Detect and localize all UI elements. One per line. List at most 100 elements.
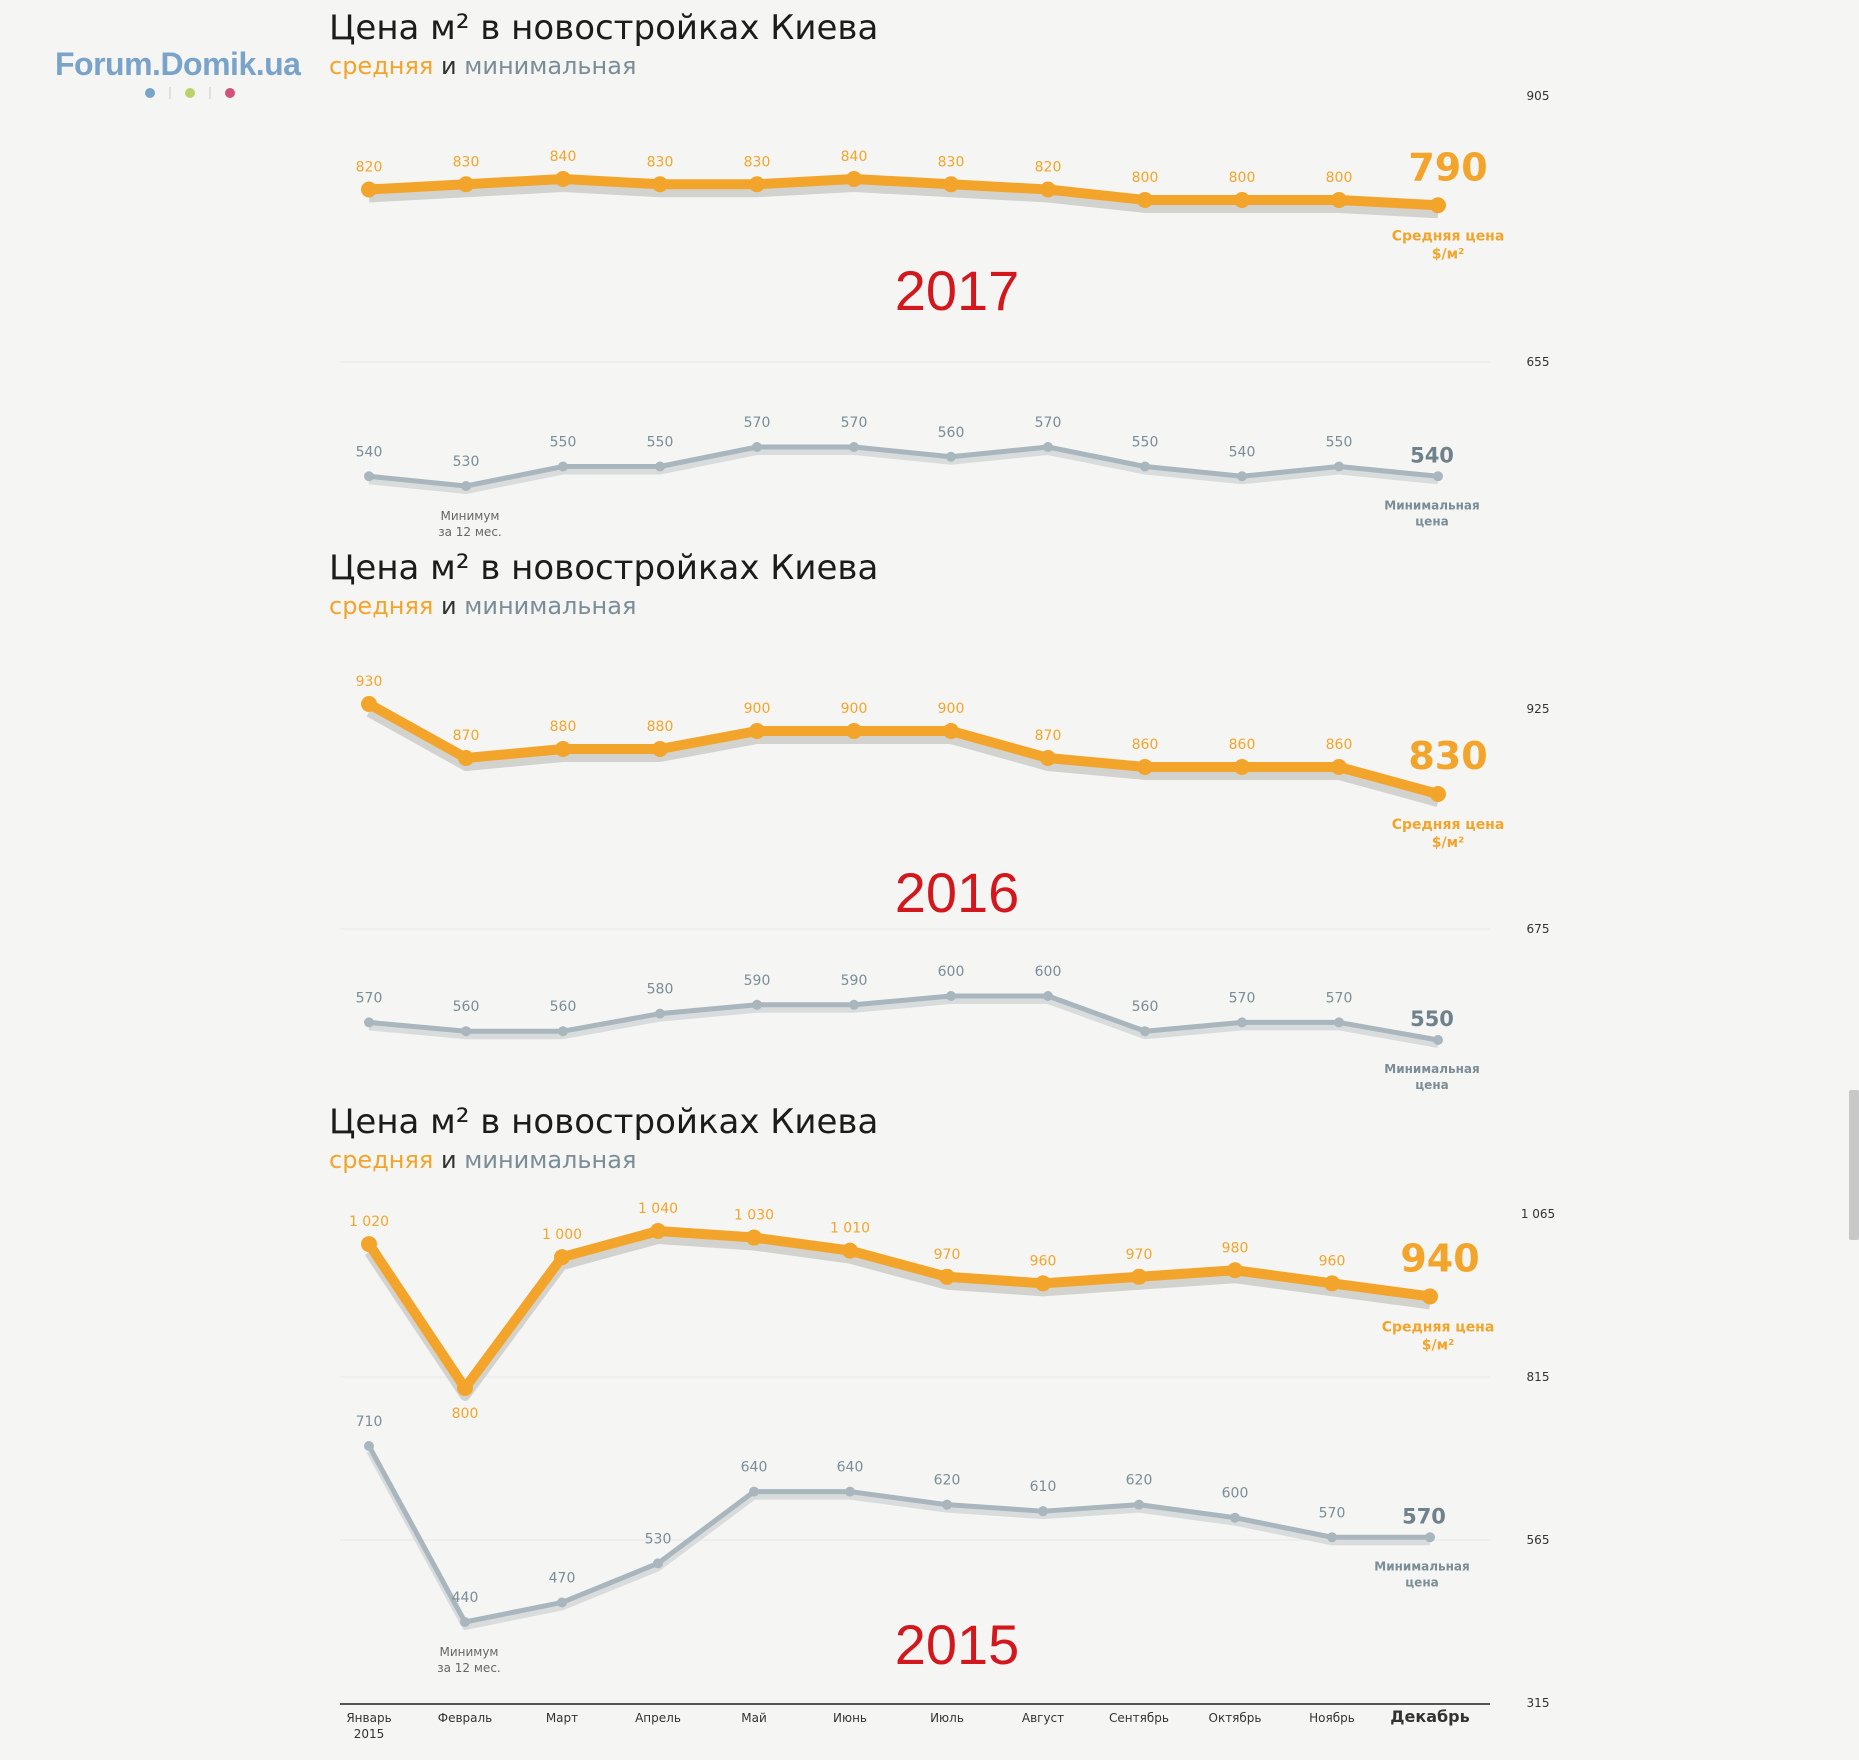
average-point bbox=[361, 696, 377, 712]
minimum-series-shadow bbox=[366, 1449, 1430, 1630]
minimum-point bbox=[1134, 1499, 1144, 1510]
legend-minimum: минимальная bbox=[464, 592, 637, 620]
x-tick-label: Ноябрь bbox=[1309, 1711, 1355, 1725]
legend-and: и bbox=[441, 52, 457, 80]
average-point bbox=[1137, 759, 1153, 775]
average-value-label: 830 bbox=[1408, 734, 1487, 778]
average-value-label: 900 bbox=[744, 701, 771, 717]
minimum-point bbox=[1327, 1532, 1337, 1543]
average-value-label: 900 bbox=[841, 701, 868, 717]
minimum-point bbox=[653, 1558, 663, 1569]
minimum-value-label: 560 bbox=[938, 425, 965, 441]
average-point bbox=[842, 1242, 858, 1259]
minimum-end-label: цена bbox=[1415, 514, 1448, 528]
average-value-label: 880 bbox=[550, 719, 577, 735]
average-series-shadow bbox=[368, 182, 1439, 219]
minimum-point bbox=[1043, 442, 1053, 452]
x-tick-sublabel: 2015 bbox=[354, 1727, 385, 1741]
minimum-value-label: 600 bbox=[938, 964, 965, 980]
minimum-point bbox=[752, 999, 762, 1010]
minimum-point bbox=[849, 999, 859, 1010]
y-tick-label: 565 bbox=[1527, 1533, 1550, 1547]
minimum-value-label: 550 bbox=[1326, 435, 1353, 451]
site-logo[interactable]: Forum.Domik.ua bbox=[55, 46, 301, 82]
minimum-value-label: 560 bbox=[1132, 999, 1159, 1015]
minimum-point bbox=[460, 1617, 470, 1627]
minimum-end-label: Минимальная bbox=[1374, 1559, 1469, 1573]
minimum-value-label: 570 bbox=[356, 990, 383, 1006]
average-value-label: 970 bbox=[934, 1247, 961, 1263]
line-chart-2015: 1 065 815 565 315 1 020 800 1 000 1 040 1 030 1 0… bbox=[340, 1201, 1555, 1741]
average-end-label: $/м² bbox=[1432, 246, 1464, 262]
minimum-value-label: 550 bbox=[1132, 435, 1159, 451]
average-point bbox=[1430, 786, 1446, 802]
minimum-value-label: 550 bbox=[550, 435, 577, 451]
minimum-value-label: 600 bbox=[1035, 964, 1062, 980]
minimum-point bbox=[364, 1441, 374, 1451]
scrollbar-thumb bbox=[1849, 1090, 1859, 1240]
chart-title: Цена м² в новостройках Киева bbox=[329, 8, 879, 48]
minimum-value-label: 540 bbox=[1410, 443, 1454, 467]
average-value-label: 1 010 bbox=[830, 1221, 870, 1237]
x-tick-label: Сентябрь bbox=[1109, 1711, 1169, 1725]
x-tick-label: Август bbox=[1022, 1711, 1064, 1725]
minimum-point bbox=[1433, 1035, 1443, 1045]
line-chart-2016: 925 675 930 870 880 880 900 900 900 870 860 860 860 8… bbox=[340, 674, 1549, 1092]
minimum-series-line bbox=[366, 1444, 1430, 1625]
minimum-point bbox=[1140, 1026, 1150, 1037]
average-value-label: 820 bbox=[1035, 160, 1062, 176]
average-value-label: 790 bbox=[1408, 145, 1487, 189]
average-point bbox=[846, 723, 862, 739]
x-tick-label: Июнь bbox=[833, 1711, 867, 1725]
legend-and: и bbox=[441, 592, 457, 620]
minimum-point bbox=[849, 442, 859, 452]
average-point bbox=[943, 176, 959, 193]
minimum-note: Минимум bbox=[439, 1645, 498, 1659]
minimum-point bbox=[1237, 471, 1247, 482]
minimum-point bbox=[364, 1017, 374, 1028]
x-tick-label: Январь bbox=[346, 1711, 391, 1725]
minimum-value-label: 440 bbox=[452, 1590, 479, 1606]
minimum-point bbox=[655, 1008, 665, 1019]
minimum-point bbox=[1237, 1017, 1247, 1028]
minimum-point bbox=[558, 461, 568, 472]
minimum-note: за 12 мес. bbox=[438, 525, 501, 539]
minimum-point bbox=[1433, 471, 1443, 482]
minimum-value-label: 570 bbox=[1035, 415, 1062, 431]
average-point bbox=[1040, 181, 1056, 198]
average-value-label: 830 bbox=[938, 154, 965, 170]
average-point bbox=[1234, 192, 1250, 208]
minimum-value-label: 550 bbox=[647, 435, 674, 451]
average-point bbox=[943, 723, 959, 739]
line-chart-2017: 905 655 820 830 840 830 830 840 830 820 800 800 800 7… bbox=[340, 89, 1549, 539]
average-value-label: 1 000 bbox=[542, 1227, 582, 1243]
minimum-series-line bbox=[368, 993, 1439, 1043]
scrollbar[interactable] bbox=[1847, 1090, 1859, 1240]
average-point bbox=[361, 181, 377, 198]
average-value-label: 870 bbox=[453, 728, 480, 744]
minimum-note: Минимум bbox=[440, 509, 499, 523]
minimum-value-label: 600 bbox=[1222, 1486, 1249, 1502]
minimum-point bbox=[461, 1026, 471, 1037]
legend-average: средняя bbox=[329, 592, 434, 620]
minimum-point bbox=[1425, 1532, 1435, 1543]
average-end-label: Средняя цена bbox=[1392, 228, 1505, 244]
average-point bbox=[1137, 192, 1153, 208]
average-value-label: 820 bbox=[356, 160, 383, 176]
minimum-point bbox=[1140, 461, 1150, 472]
average-point bbox=[1035, 1275, 1051, 1292]
average-end-label: $/м² bbox=[1432, 835, 1464, 851]
minimum-end-label: Минимальная bbox=[1384, 498, 1479, 512]
chart-subtitle: средняя и минимальная bbox=[329, 52, 636, 80]
chart-subtitle: средняя и минимальная bbox=[329, 592, 636, 620]
minimum-value-label: 560 bbox=[550, 999, 577, 1015]
average-value-label: 870 bbox=[1035, 728, 1062, 744]
x-tick-label: Декабрь bbox=[1390, 1707, 1470, 1726]
average-series-line bbox=[368, 174, 1439, 211]
minimum-value-label: 540 bbox=[1229, 444, 1256, 460]
average-point bbox=[746, 1229, 762, 1246]
legend-minimum: минимальная bbox=[464, 1146, 637, 1174]
average-value-label: 830 bbox=[453, 154, 480, 170]
average-value-label: 960 bbox=[1030, 1253, 1057, 1269]
average-value-label: 830 bbox=[647, 154, 674, 170]
